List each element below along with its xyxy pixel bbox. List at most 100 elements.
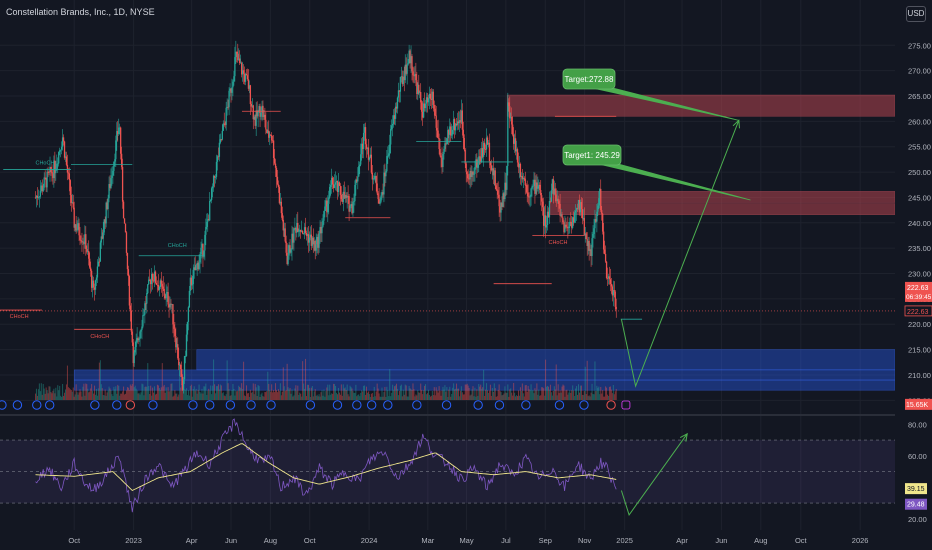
candle-body <box>614 291 616 307</box>
volume-bar <box>542 387 544 400</box>
volume-bar <box>261 392 263 400</box>
volume-bar <box>483 369 485 400</box>
volume-bar <box>592 393 594 400</box>
candle-body <box>92 280 95 288</box>
structure-markers: CHoCH CHoCH CHoCH CHoCH CHoCH <box>0 110 643 340</box>
volume-bar <box>434 395 436 400</box>
candle-body <box>486 137 489 145</box>
candle-body <box>84 234 86 245</box>
volume-bar <box>237 390 239 400</box>
price-tick-label: 245.00 <box>908 193 931 202</box>
candle-body <box>312 237 314 245</box>
candle-body <box>177 344 179 359</box>
candle-body <box>137 338 139 341</box>
price-axis[interactable]: 205.00210.00215.00220.00225.00230.00235.… <box>895 0 932 550</box>
candle-body <box>518 163 521 168</box>
volume-bar <box>199 391 201 400</box>
candle-body <box>548 201 551 218</box>
candle-body <box>458 120 461 124</box>
volume-bar <box>47 393 49 400</box>
volume-bar <box>106 392 108 400</box>
candle-body <box>117 131 119 134</box>
candle-body <box>89 258 91 268</box>
volume-bar <box>466 383 468 400</box>
candle-body <box>462 129 464 139</box>
candle-body <box>562 218 564 223</box>
candle-body <box>460 110 463 123</box>
time-tick-label: Sep <box>539 536 552 545</box>
candle-body <box>388 153 390 156</box>
volume-bar <box>54 393 56 400</box>
volume-bar <box>310 387 312 400</box>
candle-body <box>278 187 281 204</box>
candle-body <box>597 205 599 212</box>
volume-bar <box>228 389 230 400</box>
candle-body <box>180 369 183 377</box>
volume-bar <box>229 395 231 400</box>
volume-bar <box>219 384 221 400</box>
candle-body <box>80 240 82 242</box>
candle-body <box>297 222 299 232</box>
volume-bar <box>348 396 350 400</box>
volume-bar <box>576 386 578 400</box>
volume-bar <box>197 389 199 400</box>
time-tick-label: Nov <box>578 536 592 545</box>
candle-body <box>120 127 122 154</box>
candle-body <box>513 138 516 144</box>
volume-bar <box>129 384 131 400</box>
volume-bar <box>545 359 547 400</box>
volume-bar <box>536 383 538 400</box>
candle-body <box>186 321 189 335</box>
candle-body <box>246 75 249 80</box>
volume-bar <box>614 391 616 400</box>
volume-bar <box>282 367 284 400</box>
candle-body <box>111 175 113 179</box>
volume-bar <box>557 384 559 400</box>
volume-bar <box>498 384 500 400</box>
volume-bar <box>448 389 450 400</box>
candle-body <box>296 222 298 233</box>
candle-body <box>266 129 268 133</box>
candle-body <box>430 98 433 100</box>
volume-bar <box>331 393 333 400</box>
candle-body <box>90 270 93 288</box>
volume-bar <box>239 386 241 400</box>
candle-body <box>307 234 310 243</box>
volume-bar <box>344 387 346 400</box>
volume-bar <box>36 395 38 400</box>
volume-bar <box>418 392 420 400</box>
volume-bar <box>104 389 106 400</box>
volume-bar <box>405 385 407 400</box>
candle-body <box>446 138 448 145</box>
candle-body <box>119 127 121 129</box>
time-axis[interactable]: Oct 2023 Apr Jun Aug Oct 2024 Mar May Jul Sep Nov 20… <box>68 536 868 545</box>
volume-bar <box>244 395 246 400</box>
volume-bar <box>607 394 609 400</box>
candle-body <box>578 199 581 213</box>
candle-body <box>109 184 111 188</box>
volume-bar <box>385 396 387 400</box>
candle-body <box>344 194 346 199</box>
candle-body <box>216 156 219 162</box>
candle-body <box>436 127 438 131</box>
candle-body <box>54 160 56 174</box>
volume-bar <box>588 395 590 400</box>
candle-body <box>426 97 429 103</box>
currency-button[interactable]: USD <box>906 6 926 22</box>
dividend-marker <box>12 400 23 410</box>
volume-bar <box>341 395 343 400</box>
volume-bar <box>570 392 572 400</box>
candle-body <box>360 154 362 165</box>
candle-body <box>495 185 497 190</box>
candle-body <box>401 76 403 85</box>
volume-bar <box>218 389 220 400</box>
candle-body <box>560 214 562 216</box>
candle-body <box>459 120 462 123</box>
candle-body <box>524 178 526 186</box>
price-tick-label: 220.00 <box>908 320 931 329</box>
candle-body <box>274 163 277 168</box>
candle-body <box>211 188 213 200</box>
volume-bar <box>213 359 215 400</box>
volume-bar <box>515 396 517 400</box>
